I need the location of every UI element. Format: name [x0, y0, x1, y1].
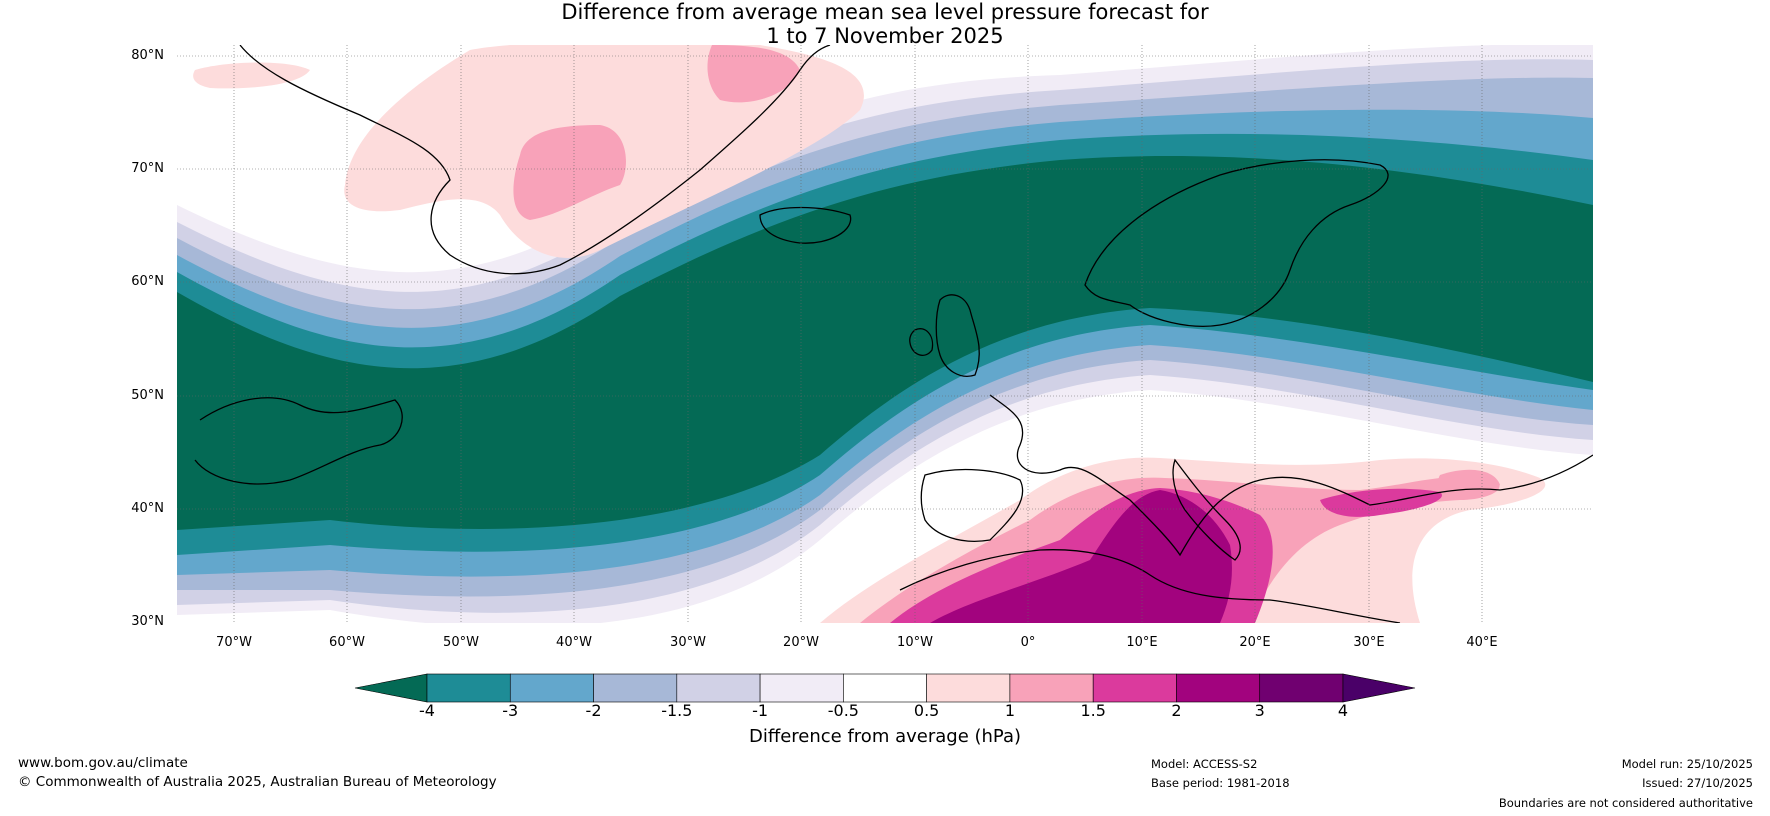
model-run: Model run: 25/10/2025: [1621, 757, 1753, 771]
colorbar-tick: -1: [752, 701, 769, 720]
colorbar-tick: 1.5: [1080, 701, 1106, 720]
lon-label-40e: 40°E: [1466, 635, 1498, 650]
europe-coast: [989, 394, 1593, 557]
contour-pos-aegean-2: [1438, 469, 1500, 495]
colorbar-segment: [843, 673, 927, 703]
colorbar-segment: [926, 673, 1011, 703]
coastlines: [194, 45, 1593, 623]
chart-title: Difference from average mean sea level p…: [0, 0, 1770, 48]
colorbar-extend-low: [354, 673, 428, 703]
iberia-coast: [920, 468, 1024, 542]
italy-coast: [1172, 458, 1241, 561]
lon-label-60w: 60°W: [329, 635, 365, 650]
lon-label-10e: 10°E: [1126, 635, 1158, 650]
colorbar-segment: [1092, 673, 1177, 703]
greenland-coast: [239, 45, 831, 275]
ireland-coast: [909, 328, 934, 356]
website-link[interactable]: www.bom.gov.au/climate: [18, 755, 188, 771]
north-africa-coast: [899, 549, 1401, 623]
colorbar-tick: -2: [585, 701, 602, 720]
lon-label-30e: 30°E: [1353, 635, 1385, 650]
title-line-2: 1 to 7 November 2025: [766, 24, 1004, 48]
colorbar-tick: 2: [1171, 701, 1182, 720]
colorbar-extend-high: [1342, 673, 1416, 703]
lon-label-20w: 20°W: [783, 635, 819, 650]
colorbar-tick: -0.5: [827, 701, 859, 720]
colorbar-segment: [759, 673, 844, 703]
colorbar-tick: -1.5: [661, 701, 693, 720]
lon-label-0: 0°: [1020, 635, 1036, 650]
gridlines: [177, 45, 1593, 623]
colorbar-tick: 1: [1004, 701, 1015, 720]
lat-label-30n: 30°N: [131, 614, 164, 629]
colorbar-segment: [1009, 673, 1094, 703]
issued-date: Issued: 27/10/2025: [1642, 776, 1753, 790]
colorbar-tick: 4: [1337, 701, 1349, 720]
contour-pos-med-2: [930, 490, 1232, 623]
colorbar-segment: [1176, 673, 1261, 703]
colorbar-segment: [676, 673, 761, 703]
lon-label-50w: 50°W: [443, 635, 479, 650]
scandinavia-coast: [1084, 159, 1389, 327]
colorbar-segment: [509, 673, 594, 703]
lat-label-50n: 50°N: [131, 388, 164, 403]
colorbar-segments: [354, 673, 1416, 703]
contour-pos-greenland-1b: [707, 45, 800, 103]
lon-label-40w: 40°W: [556, 635, 592, 650]
copyright-text: © Commonwealth of Australia 2025, Austra…: [18, 774, 497, 790]
colorbar-tick: 0.5: [913, 701, 940, 720]
colorbar-tick: -4: [419, 701, 435, 720]
colorbar-label: Difference from average (hPa): [748, 726, 1022, 747]
colorbar-tick: 3: [1254, 701, 1265, 720]
newfoundland-coast: [194, 397, 403, 485]
contour-neg-4: [177, 156, 1593, 531]
lon-label-30w: 30°W: [670, 635, 706, 650]
base-period: Base period: 1981-2018: [1151, 776, 1290, 790]
title-line-1: Difference from average mean sea level p…: [561, 0, 1209, 24]
colorbar-segment: [1259, 673, 1344, 703]
british-isles-coast: [935, 294, 980, 377]
colorbar-tick: -3: [502, 701, 519, 720]
lon-label-20e: 20°E: [1239, 635, 1271, 650]
iceland-coast: [759, 206, 852, 244]
lon-label-70w: 70°W: [216, 635, 252, 650]
lon-label-10w: 10°W: [897, 635, 933, 650]
lat-label-70n: 70°N: [131, 161, 164, 176]
colorbar-segment: [593, 673, 678, 703]
colorbar-segment: [426, 673, 511, 703]
contour-pos-greenland-1: [513, 125, 626, 220]
model-name: Model: ACCESS-S2: [1151, 757, 1258, 771]
lat-label-80n: 80°N: [131, 48, 164, 63]
lat-label-60n: 60°N: [131, 274, 164, 289]
contour-pos-labrador: [193, 62, 310, 89]
boundaries-disclaimer: Boundaries are not considered authoritat…: [1498, 796, 1753, 810]
lat-label-40n: 40°N: [131, 501, 164, 516]
